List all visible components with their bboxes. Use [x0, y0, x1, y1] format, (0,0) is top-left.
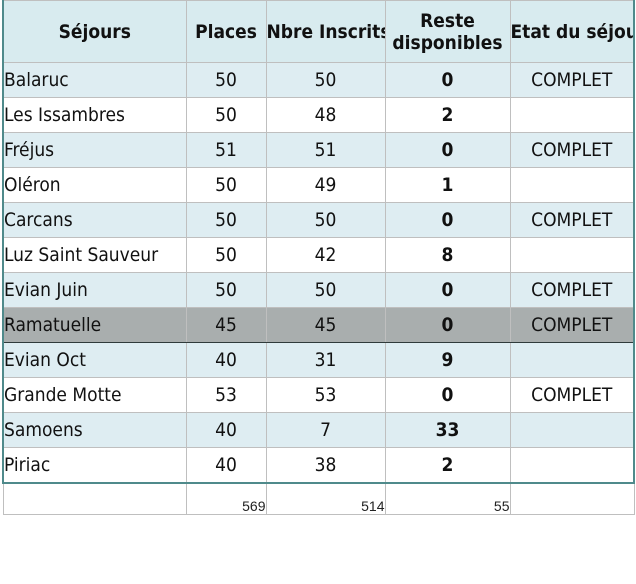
places-cell[interactable]: 50 — [185, 62, 267, 98]
header-reste-text: Reste disponibles — [392, 10, 502, 54]
places-cell[interactable]: 40 — [185, 447, 267, 484]
places-cell[interactable]: 40 — [185, 342, 267, 378]
inscrits-cell[interactable]: 38 — [265, 447, 386, 484]
places-cell[interactable]: 53 — [185, 377, 267, 413]
reste-cell[interactable]: 2 — [384, 447, 511, 484]
etat-cell[interactable] — [509, 342, 635, 378]
reste-cell[interactable]: 0 — [384, 307, 511, 343]
totals-empty-cell-right[interactable] — [509, 482, 635, 515]
table-row: Samoens 40 7 33 — [2, 412, 635, 448]
table-row: Piriac 40 38 2 — [2, 447, 635, 484]
inscrits-cell[interactable]: 45 — [265, 307, 386, 343]
inscrits-cell[interactable]: 50 — [265, 202, 386, 238]
inscrits-cell[interactable]: 7 — [265, 412, 386, 448]
total-inscrits-cell[interactable]: 514 — [265, 482, 386, 515]
reste-cell[interactable]: 0 — [384, 272, 511, 308]
table-row: Oléron 50 49 1 — [2, 167, 635, 203]
inscrits-cell[interactable]: 49 — [265, 167, 386, 203]
table-row: Balaruc 50 50 0 COMPLET — [2, 62, 635, 98]
table-row: Fréjus 51 51 0 COMPLET — [2, 132, 635, 168]
inscrits-cell[interactable]: 48 — [265, 97, 386, 133]
reste-cell[interactable]: 0 — [384, 132, 511, 168]
table-body: Balaruc 50 50 0 COMPLET Les Issambres 50 48 2 Fré… — [2, 62, 635, 484]
header-places[interactable]: Places — [185, 0, 267, 63]
total-places-cell[interactable]: 569 — [185, 482, 267, 515]
table-row: Carcans 50 50 0 COMPLET — [2, 202, 635, 238]
table-row: Luz Saint Sauveur 50 42 8 — [2, 237, 635, 273]
etat-cell[interactable]: COMPLET — [509, 62, 635, 98]
totals-row: 569 514 55 — [2, 482, 635, 515]
header-reste-line2: disponibles — [392, 31, 503, 54]
reste-cell[interactable]: 8 — [384, 237, 511, 273]
header-reste[interactable]: Reste disponibles — [384, 0, 511, 63]
etat-cell[interactable] — [509, 167, 635, 203]
inscrits-cell[interactable]: 50 — [265, 272, 386, 308]
reste-cell[interactable]: 2 — [384, 97, 511, 133]
sejour-cell[interactable]: Les Issambres — [2, 97, 187, 133]
total-reste-cell[interactable]: 55 — [384, 482, 511, 515]
etat-cell[interactable] — [509, 237, 635, 273]
sejour-cell[interactable]: Carcans — [2, 202, 187, 238]
sejour-cell[interactable]: Grande Motte — [2, 377, 187, 413]
sejour-cell[interactable]: Fréjus — [2, 132, 187, 168]
etat-cell[interactable]: COMPLET — [509, 377, 635, 413]
table-row: Les Issambres 50 48 2 — [2, 97, 635, 133]
sejour-cell[interactable]: Ramatuelle — [2, 307, 187, 343]
sejour-cell[interactable]: Piriac — [2, 447, 187, 484]
sejour-cell[interactable]: Evian Juin — [2, 272, 187, 308]
table-row: Grande Motte 53 53 0 COMPLET — [2, 377, 635, 413]
etat-cell[interactable]: COMPLET — [509, 202, 635, 238]
places-cell[interactable]: 51 — [185, 132, 267, 168]
etat-cell[interactable] — [509, 97, 635, 133]
sejour-cell[interactable]: Samoens — [2, 412, 187, 448]
reste-cell[interactable]: 1 — [384, 167, 511, 203]
inscrits-cell[interactable]: 53 — [265, 377, 386, 413]
sejour-cell[interactable]: Evian Oct — [2, 342, 187, 378]
header-inscrits[interactable]: Nbre Inscrits — [265, 0, 386, 63]
reste-cell[interactable]: 9 — [384, 342, 511, 378]
header-sejours[interactable]: Séjours — [2, 0, 187, 63]
header-reste-line1: Reste — [420, 9, 475, 32]
sejour-cell[interactable]: Oléron — [2, 167, 187, 203]
inscrits-cell[interactable]: 51 — [265, 132, 386, 168]
etat-cell[interactable]: COMPLET — [509, 307, 635, 343]
inscrits-cell[interactable]: 42 — [265, 237, 386, 273]
places-cell[interactable]: 50 — [185, 202, 267, 238]
places-cell[interactable]: 50 — [185, 97, 267, 133]
reste-cell[interactable]: 0 — [384, 62, 511, 98]
places-cell[interactable]: 50 — [185, 237, 267, 273]
header-row: Séjours Places Nbre Inscrits Reste dispo… — [2, 0, 635, 63]
sejour-cell[interactable]: Luz Saint Sauveur — [2, 237, 187, 273]
table-row: Ramatuelle 45 45 0 COMPLET — [2, 307, 635, 343]
places-cell[interactable]: 45 — [185, 307, 267, 343]
etat-cell[interactable] — [509, 447, 635, 484]
reste-cell[interactable]: 0 — [384, 202, 511, 238]
places-cell[interactable]: 50 — [185, 167, 267, 203]
etat-cell[interactable] — [509, 412, 635, 448]
table-row: Evian Oct 40 31 9 — [2, 342, 635, 378]
table-row: Evian Juin 50 50 0 COMPLET — [2, 272, 635, 308]
sejour-cell[interactable]: Balaruc — [2, 62, 187, 98]
etat-cell[interactable]: COMPLET — [509, 272, 635, 308]
sejours-table: Séjours Places Nbre Inscrits Reste dispo… — [2, 0, 635, 515]
inscrits-cell[interactable]: 31 — [265, 342, 386, 378]
reste-cell[interactable]: 0 — [384, 377, 511, 413]
etat-cell[interactable]: COMPLET — [509, 132, 635, 168]
places-cell[interactable]: 40 — [185, 412, 267, 448]
header-etat[interactable]: Etat du séjour — [509, 0, 635, 63]
inscrits-cell[interactable]: 50 — [265, 62, 386, 98]
totals-empty-cell[interactable] — [2, 482, 187, 515]
places-cell[interactable]: 50 — [185, 272, 267, 308]
reste-cell[interactable]: 33 — [384, 412, 511, 448]
